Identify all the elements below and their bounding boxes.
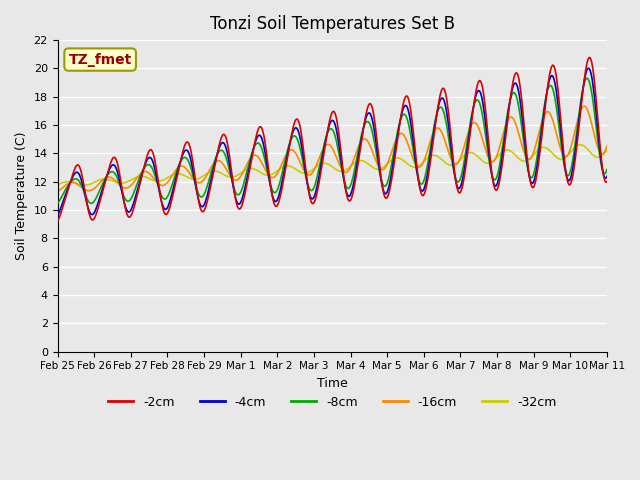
- X-axis label: Time: Time: [317, 377, 348, 390]
- Text: TZ_fmet: TZ_fmet: [68, 53, 132, 67]
- Legend: -2cm, -4cm, -8cm, -16cm, -32cm: -2cm, -4cm, -8cm, -16cm, -32cm: [103, 391, 561, 414]
- Y-axis label: Soil Temperature (C): Soil Temperature (C): [15, 132, 28, 260]
- Title: Tonzi Soil Temperatures Set B: Tonzi Soil Temperatures Set B: [210, 15, 455, 33]
